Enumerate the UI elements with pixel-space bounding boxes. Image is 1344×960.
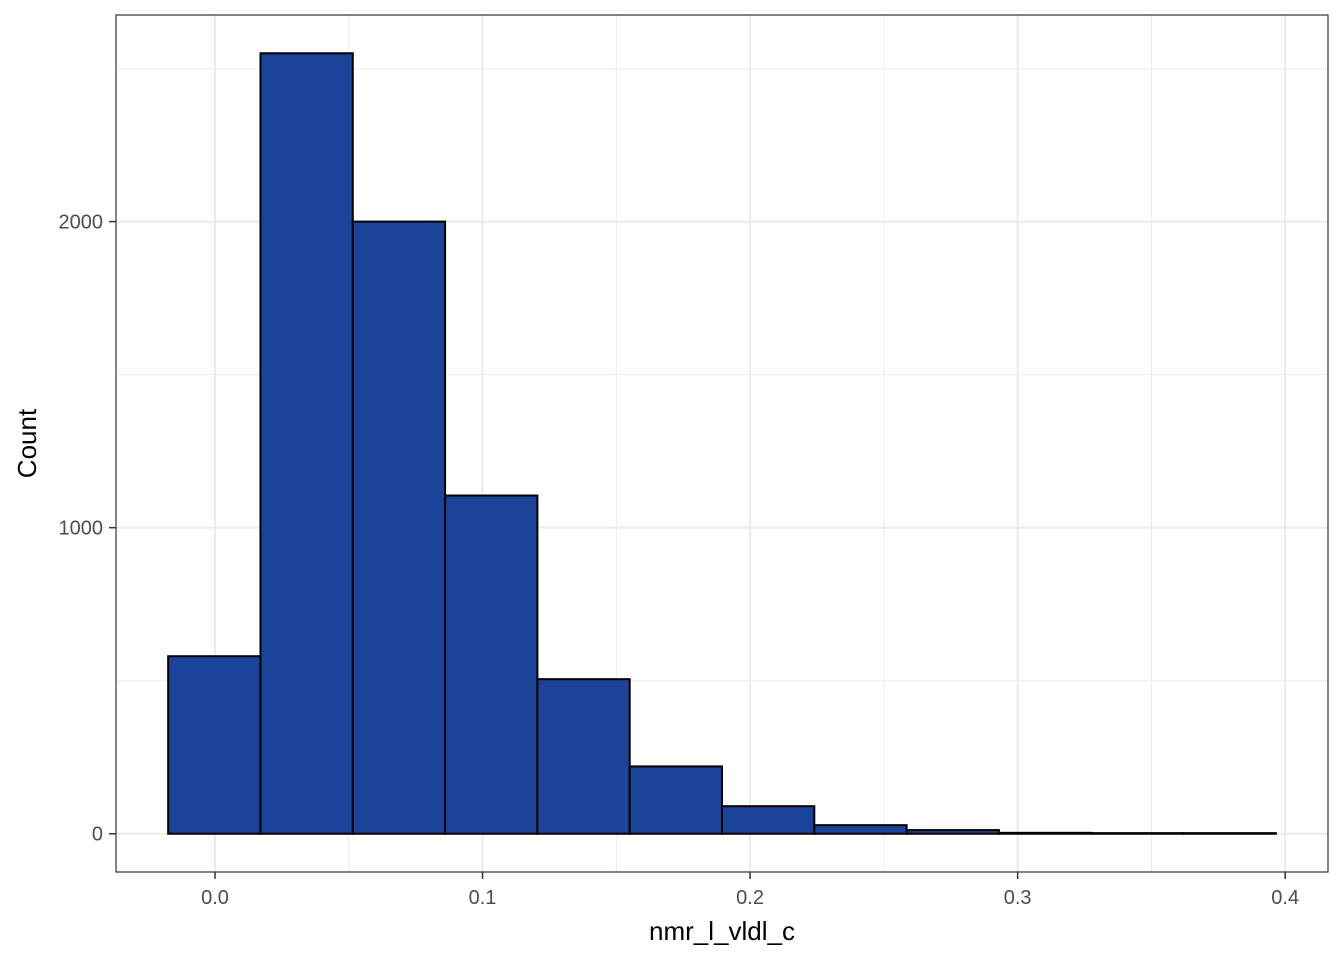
histogram-bar-9 [997, 831, 1093, 835]
histogram-bar-4 [536, 678, 631, 835]
histogram-bar-8 [905, 829, 1000, 835]
x-axis-title: nmr_l_vldl_c [649, 916, 795, 946]
histogram-bar-3 [444, 494, 539, 835]
y-tick-label: 2000 [59, 212, 104, 234]
histogram-bar-2 [351, 220, 447, 835]
histogram-bar-7 [813, 824, 908, 835]
x-tick-label: 0.3 [1004, 887, 1032, 909]
histogram-bar-10 [1090, 832, 1185, 835]
y-axis-title: Count [12, 408, 42, 478]
histogram-bar-1 [259, 52, 354, 835]
histogram-bars [167, 52, 1277, 835]
x-tick-label: 0.1 [469, 887, 497, 909]
panel-border [115, 14, 1329, 873]
x-axis: 0.0 0.1 0.2 0.3 0.4 [201, 872, 1299, 909]
y-tick-label: 0 [92, 824, 103, 846]
histogram-bar-5 [628, 765, 724, 835]
y-axis: 0 1000 2000 [59, 212, 116, 846]
histogram-bar-6 [721, 805, 816, 835]
y-tick-label: 1000 [59, 518, 104, 540]
x-tick-label: 0.2 [736, 887, 764, 909]
histogram-bar-11 [1182, 832, 1277, 835]
x-tick-label: 0.0 [201, 887, 229, 909]
x-tick-label: 0.4 [1271, 887, 1299, 909]
histogram-bar-0 [167, 655, 262, 835]
